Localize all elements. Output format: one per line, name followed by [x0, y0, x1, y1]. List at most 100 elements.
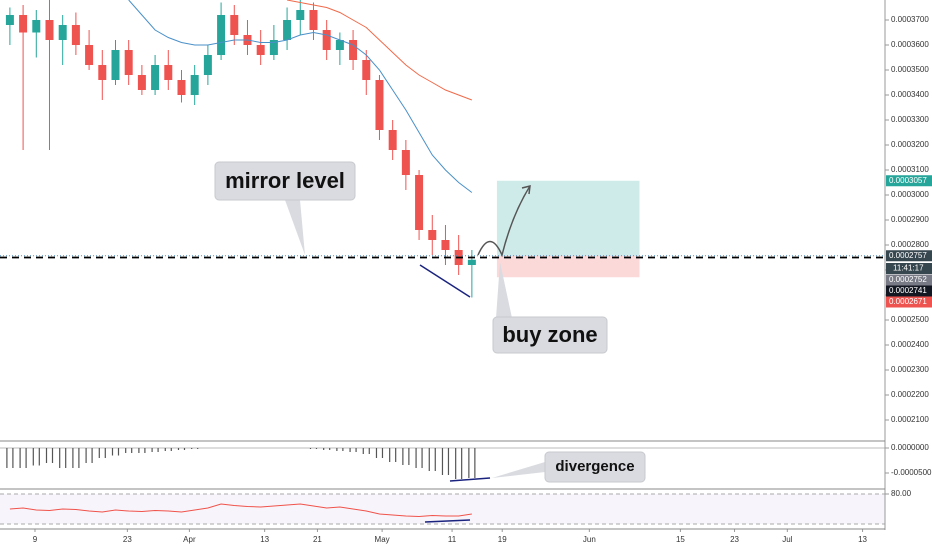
candle-body [401, 150, 410, 175]
y-tick-label: 0.0002500 [891, 315, 929, 324]
price-label: 0.0002757 [889, 251, 927, 260]
candle-body [322, 30, 331, 50]
candle-body [441, 240, 450, 250]
rsi-line [9, 503, 472, 518]
candle-body [111, 50, 120, 80]
x-tick-label: Jun [583, 535, 596, 544]
countdown-box [886, 263, 932, 274]
candle-body [58, 25, 67, 40]
y-tick-label: 0.0002400 [891, 340, 929, 349]
callout-box [214, 161, 356, 201]
candle-body [217, 15, 226, 55]
callout-pointer [496, 262, 512, 318]
y-tick-label: 0.0003200 [891, 140, 929, 149]
x-tick-label: 15 [676, 535, 685, 544]
candle-body [177, 80, 186, 95]
candle-body [388, 130, 397, 150]
y-tick-label: 0.0003500 [891, 65, 929, 74]
price-label-box [886, 250, 932, 262]
y-tick-label: 0.0003100 [891, 165, 929, 174]
x-tick-label: 23 [730, 535, 739, 544]
rsi-band [0, 494, 885, 524]
candle-body [428, 230, 437, 240]
candle-body [349, 40, 358, 60]
callout-text: divergence [555, 458, 634, 475]
x-tick-label: 21 [313, 535, 322, 544]
divergence-line [449, 477, 491, 482]
stop-zone [496, 255, 640, 278]
candle-body [256, 45, 265, 55]
price-label-box [886, 285, 932, 297]
y-tick-label: 0.0003000 [891, 190, 929, 199]
y-tick-label: 80.00 [891, 489, 912, 498]
y-tick-label: 0.0000000 [891, 443, 929, 452]
price-label: 0.0002752 [889, 275, 927, 284]
candle-body [203, 55, 212, 75]
callout: buy zone [492, 262, 608, 354]
candle-body [71, 25, 80, 45]
x-tick-label: 23 [123, 535, 132, 544]
candle-body [283, 20, 292, 40]
divergence-line [419, 264, 471, 298]
candle-body [296, 10, 305, 20]
price-label-box [886, 274, 932, 286]
candle-body [137, 75, 146, 90]
x-tick-label: 19 [498, 535, 507, 544]
candle-body [190, 75, 199, 95]
y-tick-label: -0.0000500 [891, 468, 932, 477]
arrow-head [521, 185, 531, 195]
y-tick-label: 0.0002300 [891, 365, 929, 374]
price-label: 0.0002671 [889, 297, 927, 306]
price-label-box [886, 296, 932, 308]
candle-body [309, 10, 318, 30]
x-tick-label: 9 [33, 535, 38, 544]
candle-body [85, 45, 94, 65]
price-label: 0.0003057 [889, 176, 927, 185]
y-tick-label: 0.0002100 [891, 415, 929, 424]
callout-pointer [492, 462, 545, 478]
candle-body [5, 15, 14, 25]
candle-body [164, 65, 173, 80]
candle-body [32, 20, 41, 33]
y-tick-label: 0.0003300 [891, 115, 929, 124]
x-tick-label: 13 [858, 535, 867, 544]
callout-box [544, 451, 646, 483]
y-tick-label: 0.0002900 [891, 215, 929, 224]
projection-arrow [477, 185, 531, 258]
x-tick-label: Apr [183, 535, 196, 544]
callout-text: buy zone [502, 322, 597, 347]
candle-body [230, 15, 239, 35]
callout: divergence [492, 451, 646, 483]
x-tick-label: 11 [448, 535, 457, 544]
x-tick-label: 13 [260, 535, 269, 544]
candle-body [98, 65, 107, 80]
candle-body [362, 60, 371, 80]
x-tick-label: May [375, 535, 390, 544]
callout-box [492, 316, 608, 354]
callout-text: mirror level [225, 168, 345, 193]
x-tick-label: Jul [782, 535, 792, 544]
candle-body [45, 20, 54, 40]
candle-body [415, 175, 424, 230]
y-tick-label: 0.0003400 [891, 90, 929, 99]
target-zone [496, 180, 640, 256]
candle-body [375, 80, 384, 130]
candle-body [335, 40, 344, 50]
price-label: 0.0002741 [889, 286, 927, 295]
candle-body [19, 15, 28, 33]
countdown: 11:41:17 [893, 264, 924, 273]
candle-body [269, 40, 278, 55]
divergence-line [424, 519, 471, 523]
y-tick-label: 0.0003600 [891, 40, 929, 49]
candle-body [151, 65, 160, 90]
moving-average [286, 0, 473, 101]
candle-body [124, 50, 133, 75]
y-tick-label: 0.0002800 [891, 240, 929, 249]
callout-pointer [285, 200, 305, 255]
y-tick-label: 0.0002200 [891, 390, 929, 399]
y-tick-label: 0.0003700 [891, 15, 929, 24]
price-label-box [886, 175, 932, 187]
moving-average [128, 0, 473, 193]
